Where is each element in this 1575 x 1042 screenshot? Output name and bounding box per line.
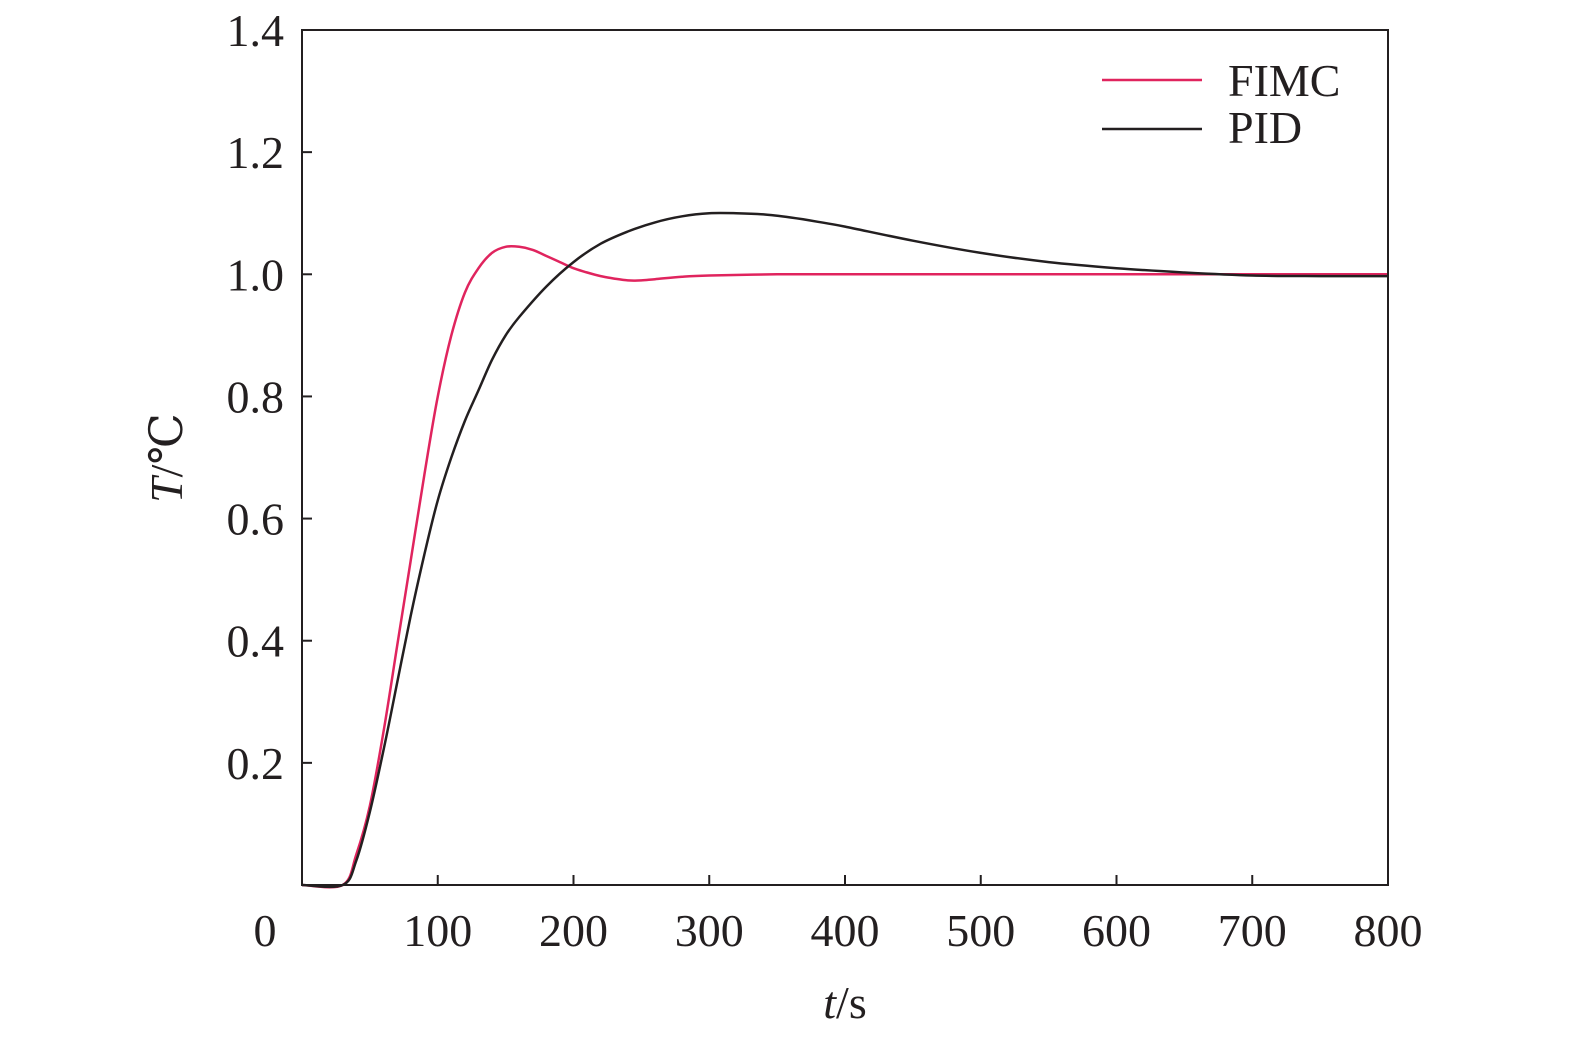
series-line-fimc	[301, 244, 1388, 889]
y-tick-label: 1.4	[227, 5, 285, 56]
legend: FIMC PID	[1102, 55, 1340, 153]
x-tick-label: 100	[403, 905, 472, 956]
y-tick-label: 0.8	[227, 371, 285, 422]
x-tick-label: 800	[1354, 905, 1423, 956]
y-tick-label: 0.4	[227, 616, 285, 667]
x-tick-label: 700	[1218, 905, 1287, 956]
x-tick-label: 400	[811, 905, 880, 956]
legend-label-fimc: FIMC	[1228, 55, 1340, 106]
plot-frame	[301, 29, 1389, 886]
series-layer	[301, 211, 1389, 889]
x-tick-label: 300	[675, 905, 744, 956]
y-tick-label: 0.2	[227, 738, 285, 789]
y-tick-label: 1.0	[227, 249, 285, 300]
y-axis: 0.2 0.4 0.6 0.8 1.0 1.2 1.4	[227, 5, 312, 789]
x-tick-label: 500	[946, 905, 1015, 956]
y-tick-label: 1.2	[227, 127, 285, 178]
x-tick-label: 200	[539, 905, 608, 956]
legend-label-pid: PID	[1228, 102, 1302, 153]
y-tick-label: 0.6	[227, 494, 285, 545]
x-tick-label: 600	[1082, 905, 1151, 956]
x-axis: 0 100 200 300 400 500 600 700 800	[254, 875, 1423, 956]
series-line-pid	[301, 211, 1389, 889]
x-tick-label: 0	[254, 905, 277, 956]
x-axis-label: t/s	[823, 977, 866, 1028]
y-axis-label: T/℃	[141, 413, 192, 503]
